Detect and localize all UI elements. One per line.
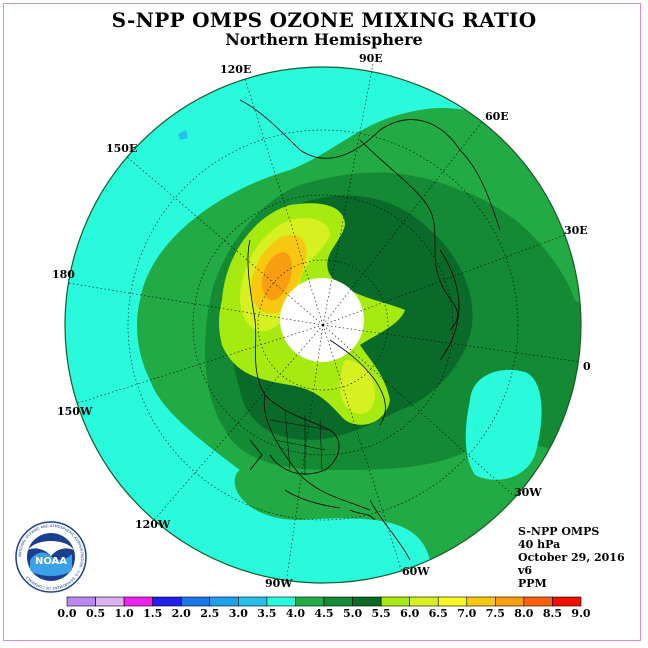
lon-label-60w: 60W — [402, 565, 430, 578]
colorbar-tick-label: 4.5 — [314, 607, 334, 620]
map-boundary — [64, 66, 582, 584]
us-state-borders — [269, 409, 331, 475]
lon-label-120e: 120E — [220, 63, 252, 76]
colorbar-tick-label: 0.5 — [85, 607, 106, 620]
lon-label-150w: 150W — [57, 405, 93, 418]
region-7.0-7.5 — [261, 252, 292, 301]
colorbar-tick-label: 6.5 — [428, 607, 448, 620]
colorbar-segment — [66, 596, 96, 607]
noaa-logo: NOAA NATIONAL OCEANIC AND ATMOSPHERIC AD… — [15, 521, 87, 593]
info-level: 40 hPa — [518, 538, 561, 551]
colorbar-tick-label: 7.5 — [485, 607, 505, 620]
colorbar-segment — [552, 596, 582, 607]
colorbar-tick-label: 9.0 — [571, 607, 591, 620]
lon-label-60e: 60E — [485, 110, 509, 123]
info-date: October 29, 2016 — [518, 551, 625, 564]
colorbar-segment — [123, 596, 153, 607]
lon-label-90w: 90W — [265, 577, 293, 590]
colorbar-tick-label: 7.0 — [457, 607, 477, 620]
info-version: v6 — [518, 564, 533, 577]
lon-label-180: 180 — [52, 268, 75, 281]
region-3.0-3.5 — [178, 130, 188, 140]
colorbar-tick-label: 4.0 — [285, 607, 306, 620]
colorbar-segment — [409, 596, 439, 607]
info-units: PPM — [518, 577, 547, 590]
colorbar-segment — [437, 596, 468, 607]
colorbar-segment — [495, 596, 525, 607]
colorbar-segment — [466, 596, 496, 607]
colorbar-tick-label: 2.5 — [200, 607, 220, 620]
colorbar-segment — [238, 596, 268, 607]
product-info: S-NPP OMPS 40 hPa October 29, 2016 v6 PP… — [518, 525, 625, 590]
colorbar-segment — [352, 596, 382, 607]
colorbar-segment — [180, 596, 211, 607]
lon-label-120w: 120W — [135, 518, 171, 531]
coastlines — [239, 99, 501, 561]
colorbar-tick-label: 1.0 — [114, 607, 134, 620]
lon-label-30w: 30W — [514, 486, 542, 499]
colorbar-tick-label: 8.0 — [514, 607, 534, 620]
colorbar-segment — [152, 596, 182, 607]
colorbar-tick-label: 3.5 — [257, 607, 277, 620]
colorbar-tick-label: 1.5 — [143, 607, 163, 620]
colorbar-tick-label: 6.0 — [400, 607, 420, 620]
colorbar-tick-label: 5.0 — [342, 607, 363, 620]
graticule — [67, 63, 582, 585]
colorbar-segment — [380, 596, 410, 607]
colorbar-tick-label: 2.0 — [171, 607, 191, 620]
lon-label-30e: 30E — [564, 224, 588, 237]
map-subtitle: Northern Hemisphere — [225, 30, 423, 49]
colorbar-segment — [95, 596, 125, 607]
info-instrument: S-NPP OMPS — [518, 525, 600, 538]
colorbar-segment — [523, 596, 553, 607]
noaa-logo-text: NOAA — [35, 556, 67, 567]
colorbar-tick-label: 0.0 — [57, 607, 77, 620]
colorbar-segment — [266, 596, 296, 607]
colorbar-segment — [209, 596, 239, 607]
colorbar-tick-label: 5.5 — [371, 607, 391, 620]
region-atlantic-low — [465, 369, 542, 480]
lon-label-0: 0 — [583, 360, 591, 373]
map-title: S-NPP OMPS OZONE MIXING RATIO — [111, 8, 537, 32]
colorbar-tick-label: 8.5 — [542, 607, 563, 620]
colorbar-tick-label: 3.0 — [228, 607, 248, 620]
colorbar-segment — [295, 596, 325, 607]
colorbar-segment — [323, 596, 353, 607]
region-6.0-6.5-b — [339, 360, 376, 414]
figure-frame — [3, 3, 641, 641]
lon-label-90e: 90E — [359, 52, 383, 65]
lon-label-150e: 150E — [106, 142, 138, 155]
